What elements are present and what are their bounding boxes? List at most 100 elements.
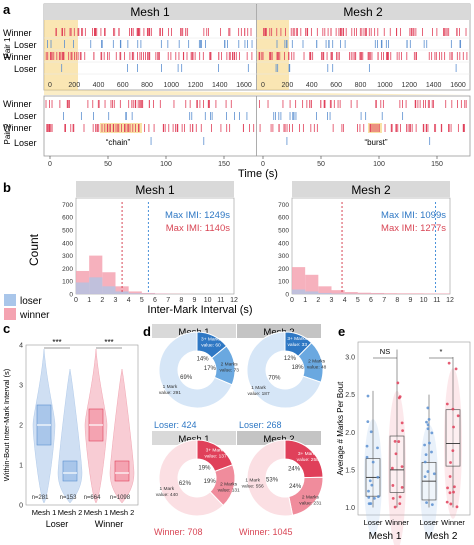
y-tick-label: 400	[278, 240, 289, 247]
y-tick-label: 700	[278, 202, 289, 209]
x-tick-label: 2	[100, 297, 104, 304]
max-imi-loser: Max IMI: 1099s	[381, 210, 446, 221]
max-imi-loser: Max IMI: 1249s	[165, 210, 230, 221]
slice-pct: 69%	[180, 375, 193, 381]
x-tick-label: 1	[87, 297, 91, 304]
y-tick-label: 200	[278, 266, 289, 273]
slice-pct: 14%	[197, 356, 210, 362]
y-tick-label: 3	[19, 383, 23, 390]
panel-a-zoom-connector	[44, 90, 470, 95]
winner-bar	[305, 274, 319, 294]
loser-bar	[102, 286, 116, 294]
data-point	[368, 479, 372, 483]
data-point	[396, 381, 400, 385]
data-point	[365, 455, 369, 459]
panel-label-d: d	[143, 324, 151, 339]
panel-a-mesh2-header	[257, 4, 470, 20]
slice-label: value: 131	[218, 487, 240, 493]
y-tick-label: 100	[278, 279, 289, 286]
time-tick-label: 50	[104, 161, 112, 168]
legend-winner-swatch	[4, 308, 16, 320]
slice-label: 2 Marks	[308, 358, 326, 364]
data-point	[376, 446, 379, 450]
time-tick-label: 200	[282, 82, 294, 89]
time-tick-label: 100	[160, 161, 172, 168]
row-label-loser-4: Loser	[14, 138, 37, 148]
x-tick-label: 12	[230, 297, 238, 304]
data-point	[391, 484, 395, 487]
n-label: n=1098	[110, 495, 131, 501]
data-point	[394, 452, 398, 456]
x-tick-label: Loser	[420, 518, 439, 527]
time-tick-label: 50	[317, 161, 325, 168]
slice-label: value: 33	[288, 342, 308, 348]
time-tick-label: 0	[48, 82, 52, 89]
slice-label: 3+ Marks	[206, 447, 226, 453]
slice-pct: 53%	[266, 477, 279, 483]
time-tick-label: 800	[355, 82, 367, 89]
data-point	[398, 502, 402, 506]
loser-bar	[292, 289, 306, 294]
panel-a-bottom-ticks: 0 50 100 150 0 50 100 150	[48, 156, 443, 168]
data-point	[423, 460, 427, 464]
x-tick-label: 8	[179, 297, 183, 304]
y-tick-label: 300	[62, 253, 73, 260]
time-tick-label: 1400	[212, 82, 228, 89]
y-tick-label: 500	[62, 228, 73, 235]
donut-title-bar	[152, 431, 236, 445]
donut-total: Winner: 708	[154, 527, 203, 537]
time-tick-label: 1000	[377, 82, 393, 89]
data-point	[426, 427, 430, 431]
pair-label-2: Pair 2	[3, 123, 12, 144]
data-point	[448, 475, 452, 478]
data-point	[452, 425, 455, 429]
box	[445, 409, 461, 467]
data-point	[427, 418, 431, 421]
data-point	[366, 420, 370, 424]
loser-bar	[89, 277, 103, 294]
row-label-winner-1: Winner	[3, 28, 32, 38]
row-label-loser-2: Loser	[14, 64, 37, 74]
time-tick-label: 600	[330, 82, 342, 89]
x-tick-label: 5	[356, 297, 360, 304]
data-point	[428, 441, 431, 445]
y-tick-label: 0	[69, 292, 73, 299]
data-point	[400, 465, 404, 469]
slice-label: 1 Mark	[163, 384, 178, 390]
time-tick-label: 1600	[450, 82, 466, 89]
data-point	[451, 449, 455, 453]
time-tick-label: 1200	[401, 82, 417, 89]
sig-label: NS	[380, 347, 390, 356]
x-tick-label: 0	[290, 297, 294, 304]
time-tick-label: 0	[48, 161, 52, 168]
x-tick-label: 4	[343, 297, 347, 304]
data-point	[426, 423, 430, 427]
x-tick-label: 11	[217, 297, 224, 304]
panel-b-mesh1-title: Mesh 1	[135, 183, 175, 197]
slice-label: 3+ Marks	[287, 336, 307, 342]
slice-label: value: 556	[242, 483, 264, 489]
slice-label: value: 73	[219, 367, 239, 373]
panel-a-mesh2-title: Mesh 2	[343, 5, 383, 19]
winner-bar	[436, 293, 450, 294]
x-tick-label: 10	[420, 297, 428, 304]
loser-bar	[76, 282, 90, 294]
data-point	[376, 475, 380, 479]
loser-bar	[128, 293, 142, 294]
winner-bar	[292, 267, 306, 294]
data-point	[370, 483, 374, 487]
time-tick-label: 800	[141, 82, 153, 89]
histogram-frame	[291, 197, 451, 295]
n-label: n=281	[32, 495, 50, 501]
data-point	[390, 466, 394, 470]
data-point	[447, 361, 451, 365]
data-point	[432, 472, 436, 476]
x-tick-label: 9	[193, 297, 197, 304]
slice-label: 3+ Marks	[201, 337, 221, 343]
x-tick-label: 10	[204, 297, 212, 304]
data-point	[426, 406, 430, 410]
n-label: n=153	[60, 495, 78, 501]
x-tick-label: Winner	[441, 518, 465, 527]
